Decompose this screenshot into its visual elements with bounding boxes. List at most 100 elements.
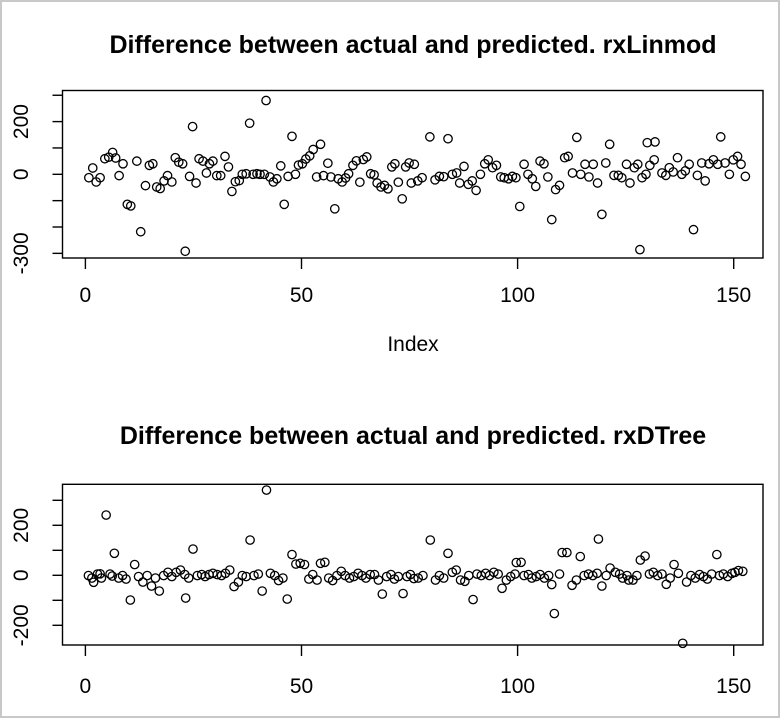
data-point	[676, 169, 687, 180]
data-point	[308, 144, 319, 155]
data-point	[672, 152, 683, 163]
data-point	[110, 153, 121, 163]
data-point	[177, 158, 188, 169]
data-point	[557, 547, 567, 558]
data-point	[409, 573, 419, 584]
data-point	[282, 594, 293, 604]
data-point	[265, 172, 275, 182]
data-point	[732, 151, 743, 162]
data-point	[571, 132, 582, 143]
data-point	[96, 573, 107, 583]
data-point	[684, 159, 695, 170]
data-point	[183, 573, 194, 583]
data-point	[443, 133, 453, 144]
data-point	[248, 169, 258, 180]
data-point	[715, 132, 726, 142]
data-point	[255, 169, 265, 180]
data-point	[125, 201, 136, 211]
data-point	[601, 570, 612, 581]
data-point	[237, 570, 248, 581]
data-point	[688, 224, 699, 235]
y-axis-tick-label: -300	[10, 232, 33, 274]
data-point	[220, 151, 230, 162]
data-point	[700, 176, 711, 186]
x-axis-tick-label: 100	[500, 675, 535, 698]
data-point	[365, 569, 376, 580]
data-point	[223, 162, 234, 172]
data-point	[121, 574, 131, 584]
data-point	[616, 172, 627, 183]
data-point	[681, 577, 692, 587]
x-axis-tick-label: 50	[290, 284, 313, 307]
data-point	[696, 158, 707, 168]
data-point	[546, 214, 557, 225]
data-point	[649, 154, 660, 165]
data-point	[180, 593, 191, 603]
data-point	[275, 161, 286, 171]
data-point	[230, 176, 241, 187]
data-point	[733, 565, 744, 576]
data-point	[344, 573, 355, 583]
data-point	[669, 559, 679, 570]
data-point	[604, 139, 615, 150]
data-point	[118, 158, 128, 169]
data-point	[418, 570, 428, 581]
data-point	[287, 131, 297, 142]
data-point	[475, 169, 486, 180]
data-point	[543, 172, 553, 182]
x-axis-tick-label: 0	[80, 284, 92, 307]
data-point	[166, 177, 177, 187]
data-point	[447, 169, 458, 180]
data-point	[311, 172, 322, 182]
data-point	[511, 172, 521, 183]
data-point	[188, 544, 198, 554]
data-point	[409, 159, 420, 170]
data-point	[140, 180, 151, 191]
data-point	[632, 570, 642, 581]
y-axis-tick-label: 0	[10, 168, 33, 180]
data-point	[244, 118, 255, 129]
data-point	[261, 485, 272, 495]
data-point	[438, 573, 449, 583]
y-axis-tick-label: 0	[10, 569, 33, 581]
data-point	[592, 178, 603, 188]
data-point	[640, 551, 650, 561]
data-point	[740, 171, 751, 182]
data-point	[549, 608, 560, 619]
data-point	[133, 571, 144, 582]
data-point	[295, 558, 306, 569]
data-point	[711, 549, 722, 560]
data-point	[268, 177, 279, 187]
data-point	[514, 201, 525, 212]
data-point	[312, 575, 322, 585]
data-point	[105, 569, 115, 579]
data-point	[665, 573, 676, 583]
data-point	[554, 569, 565, 579]
data-point	[668, 167, 679, 177]
data-point	[131, 156, 142, 166]
data-point	[471, 185, 481, 196]
data-point	[425, 535, 436, 545]
data-point	[241, 168, 252, 179]
data-point	[135, 226, 146, 237]
data-point	[278, 573, 288, 583]
data-point	[125, 595, 136, 605]
x-axis-tick-label: 0	[80, 675, 92, 698]
data-point	[736, 159, 746, 170]
data-point	[491, 160, 502, 171]
data-point	[600, 158, 611, 168]
data-point	[87, 163, 98, 173]
data-point	[272, 173, 282, 184]
data-point	[109, 548, 120, 559]
data-point	[215, 170, 226, 181]
data-point	[438, 171, 449, 182]
data-point	[377, 589, 388, 599]
data-point	[107, 571, 118, 581]
data-point	[454, 178, 465, 188]
data-point	[621, 159, 632, 170]
data-point	[114, 170, 124, 181]
data-point	[451, 565, 462, 575]
data-point	[397, 193, 408, 204]
data-point	[290, 169, 301, 180]
x-axis-tick-label: 150	[716, 675, 751, 698]
